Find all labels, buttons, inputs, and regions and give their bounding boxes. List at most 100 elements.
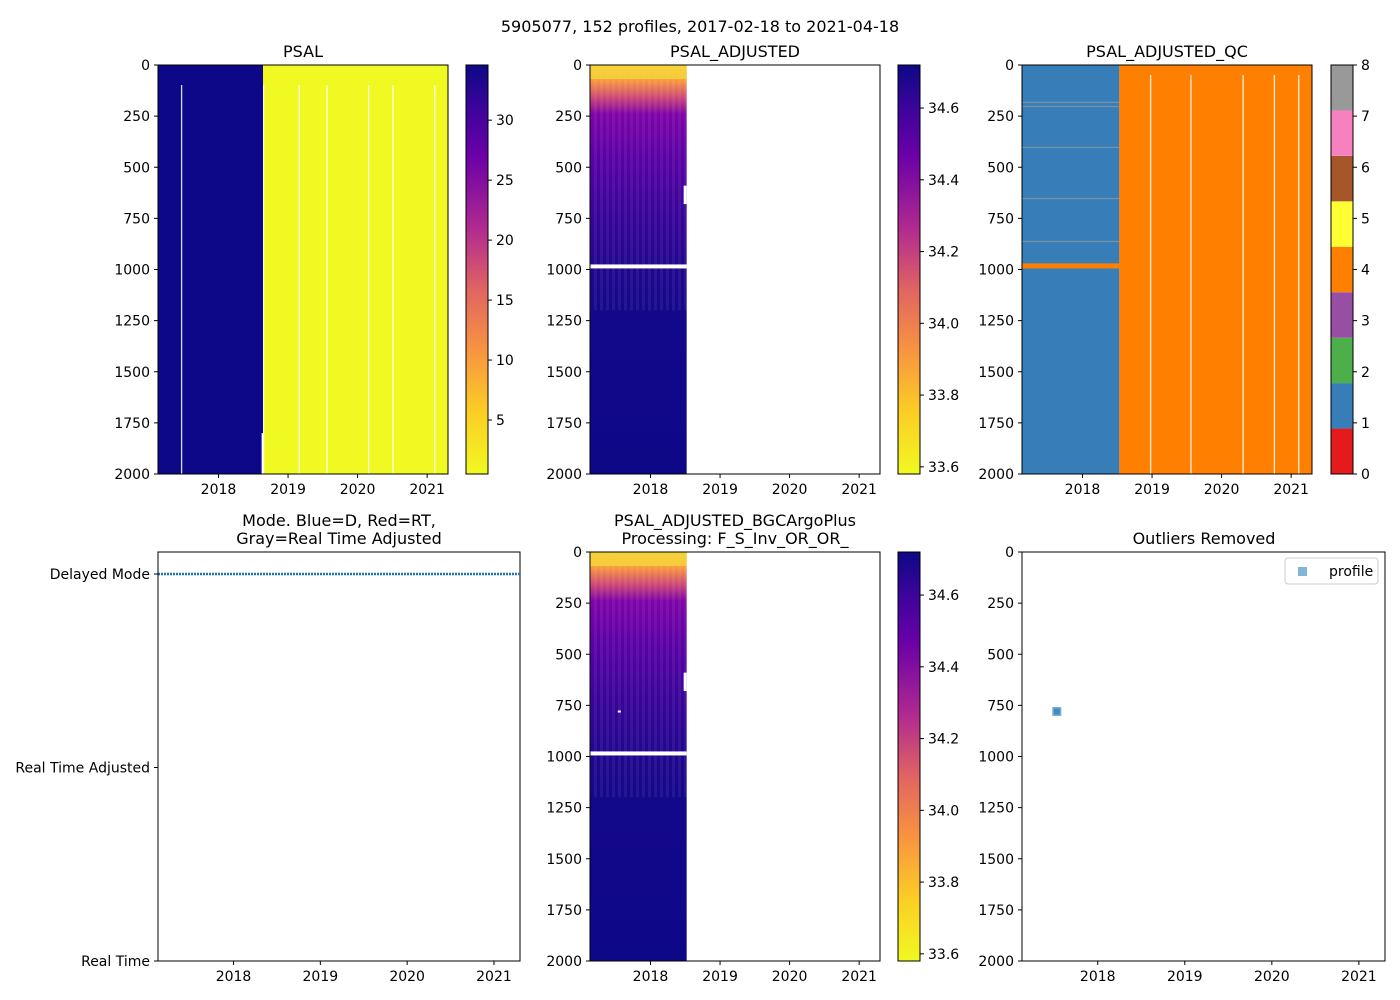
psal-adjusted-qc-xtick-label: 2019	[1134, 482, 1170, 498]
psal-adjusted-qc-ytick-label: 1000	[978, 263, 1014, 279]
psal-adjusted-qc-cbtick-label: 7	[1361, 109, 1370, 125]
psal-adjusted-qc-cbtick-label: 8	[1361, 58, 1370, 74]
psal-ytick-label: 1500	[114, 365, 150, 381]
psal-adjusted-ytick-label: 2000	[546, 467, 582, 483]
psal-adjusted-qc-flag-line	[1022, 101, 1120, 104]
mode-xtick-label: 2019	[303, 969, 339, 985]
psal-data-block	[263, 65, 448, 474]
psal-adjusted-missing-band	[590, 264, 687, 269]
psal-adjusted-qc-ytick-label: 250	[987, 109, 1014, 125]
psal-missing-profile	[434, 85, 436, 474]
psal-adjusted-bgc-ytick-label: 1000	[546, 750, 582, 766]
psal-adjusted-panel: PSAL_ADJUSTED 0 250 500 750 1000 1250 1500 1750…	[546, 42, 959, 498]
psal-missing-profile	[180, 85, 183, 474]
psal-adjusted-title: PSAL_ADJUSTED	[670, 42, 800, 62]
mode-y-axis: Delayed Mode Real Time Adjusted Real Time	[15, 567, 158, 970]
psal-adjusted-qc-panel: PSAL_ADJUSTED_QC 02505007501000125015001…	[978, 42, 1370, 498]
psal-ytick-label: 250	[123, 109, 150, 125]
psal-adjusted-cbtick-label: 34.6	[928, 101, 959, 117]
psal-adjusted-qc-cbtick-label: 4	[1361, 263, 1370, 279]
mode-xtick-label: 2021	[476, 969, 512, 985]
psal-adjusted-bgc-ytick-label: 1500	[546, 852, 582, 868]
psal-cbtick-label: 25	[496, 173, 514, 189]
outliers-ytick-label: 250	[987, 596, 1014, 612]
psal-adjusted-colorbar-axis: 33.6 33.8 34.0 34.2 34.4 34.6	[920, 101, 959, 476]
psal-adjusted-qc-y-axis: 0 250 500 750 1000 1250 1500 1750 2000	[978, 58, 1022, 483]
outliers-axes-frame	[1021, 551, 1386, 962]
psal-adjusted-ytick-label: 250	[555, 109, 582, 125]
psal-adjusted-qc-xtick-label: 2021	[1273, 482, 1309, 498]
outliers-legend-box	[1284, 557, 1379, 585]
psal-cbtick-label: 5	[496, 413, 505, 429]
psal-adjusted-bgc-ytick-label: 0	[573, 545, 582, 561]
outliers-legend-label: profile	[1329, 564, 1373, 580]
psal-cbtick-label: 20	[496, 233, 514, 249]
psal-cbtick-label: 10	[496, 353, 514, 369]
mode-xtick-label: 2018	[216, 969, 252, 985]
psal-adjusted-qc-colorbar-segment	[1331, 428, 1353, 474]
psal-adjusted-qc-missing-profile	[1242, 75, 1244, 474]
outliers-xtick-label: 2019	[1167, 969, 1203, 985]
psal-adjusted-qc-colorbar-segment	[1331, 201, 1353, 247]
psal-adjusted-heatmap	[590, 65, 687, 474]
psal-adjusted-qc-colorbar-segment	[1331, 292, 1353, 338]
psal-adjusted-bgc-profile-texture	[590, 552, 687, 798]
psal-adjusted-bgc-xtick-label: 2021	[841, 969, 877, 985]
psal-adjusted-qc-missing-profile	[1273, 75, 1276, 474]
psal-adjusted-bgc-title-line1: PSAL_ADJUSTED_BGCArgoPlus	[614, 511, 856, 531]
mode-panel: Mode. Blue=D, Red=RT, Gray=Real Time Adj…	[15, 511, 521, 985]
psal-adjusted-bgc-missing-segment	[683, 672, 687, 692]
outliers-legend-marker	[1298, 567, 1307, 576]
outliers-xtick-label: 2018	[1080, 969, 1116, 985]
psal-cbtick-label: 30	[496, 113, 514, 129]
psal-xtick-label: 2021	[409, 482, 445, 498]
psal-adjusted-x-axis: 2018 2019 2020 2021	[633, 474, 877, 498]
psal-adjusted-qc-ytick-label: 0	[1005, 58, 1014, 74]
psal-adjusted-ytick-label: 1250	[546, 314, 582, 330]
outliers-xtick-label: 2021	[1341, 969, 1377, 985]
psal-adjusted-qc-block	[1022, 263, 1120, 269]
outliers-title: Outliers Removed	[1133, 529, 1276, 548]
psal-adjusted-bgc-outlier-gap	[617, 710, 621, 713]
psal-adjusted-surface-layer	[590, 65, 687, 79]
mode-title-line1: Mode. Blue=D, Red=RT,	[242, 511, 436, 530]
psal-adjusted-ytick-label: 1500	[546, 365, 582, 381]
psal-xtick-label: 2018	[201, 482, 237, 498]
psal-adjusted-bgc-x-axis: 2018 2019 2020 2021	[633, 961, 877, 985]
psal-adjusted-qc-heatmap	[1022, 65, 1312, 474]
psal-adjusted-qc-colorbar-segment	[1331, 155, 1353, 202]
mode-title-line2: Gray=Real Time Adjusted	[236, 529, 442, 548]
psal-adjusted-bgc-missing-band	[590, 751, 687, 756]
psal-adjusted-qc-missing-profile	[1149, 75, 1152, 474]
psal-adjusted-bgc-surface-layer	[590, 552, 687, 566]
psal-adjusted-xtick-label: 2020	[772, 482, 808, 498]
outliers-ytick-label: 0	[1005, 545, 1014, 561]
psal-adjusted-missing-segment	[683, 185, 687, 205]
outliers-ytick-label: 1750	[978, 903, 1014, 919]
psal-ytick-label: 500	[123, 160, 150, 176]
outliers-ytick-label: 1000	[978, 750, 1014, 766]
psal-adjusted-qc-block	[1022, 65, 1120, 474]
psal-adjusted-xtick-label: 2021	[841, 482, 877, 498]
psal-adjusted-qc-flag-line	[1022, 197, 1120, 200]
psal-ytick-label: 1750	[114, 416, 150, 432]
psal-adjusted-bgc-ytick-label: 750	[555, 698, 582, 714]
psal-adjusted-qc-cbtick-label: 0	[1361, 467, 1370, 483]
psal-adjusted-qc-missing-profile	[1190, 75, 1192, 474]
psal-adjusted-qc-cbtick-label: 3	[1361, 314, 1370, 330]
psal-adjusted-bgc-colorbar-axis: 33.6 33.8 34.0 34.2 34.4 34.6	[920, 588, 959, 963]
psal-adjusted-qc-title: PSAL_ADJUSTED_QC	[1086, 42, 1248, 62]
psal-adjusted-bgc-cbtick-label: 33.8	[928, 875, 959, 891]
outliers-y-axis: 0 250 500 750 1000 1250 1500 1750 2000	[978, 545, 1022, 970]
psal-missing-profile	[298, 85, 300, 474]
outliers-x-axis: 2018 2019 2020 2021	[1080, 961, 1377, 985]
outliers-ytick-label: 1250	[978, 801, 1014, 817]
psal-adjusted-qc-x-axis: 2018 2019 2020 2021	[1065, 474, 1309, 498]
psal-adjusted-ytick-label: 500	[555, 160, 582, 176]
psal-adjusted-cbtick-label: 34.4	[928, 173, 959, 189]
psal-adjusted-ytick-label: 1750	[546, 416, 582, 432]
psal-adjusted-qc-ytick-label: 500	[987, 160, 1014, 176]
psal-data-block	[158, 65, 264, 474]
psal-adjusted-qc-xtick-label: 2018	[1065, 482, 1101, 498]
